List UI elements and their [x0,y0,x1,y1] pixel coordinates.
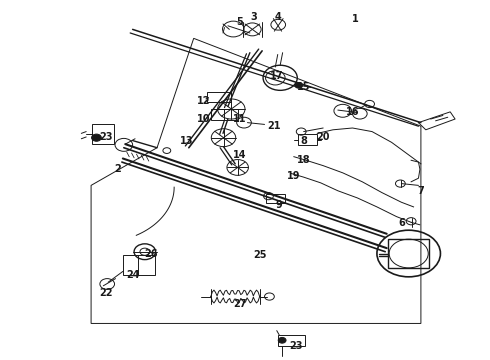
Text: 11: 11 [233,114,247,124]
Text: 9: 9 [276,200,283,210]
Bar [211,109,238,120]
Text: 27: 27 [233,299,247,309]
Text: 16: 16 [346,107,359,117]
Text: 10: 10 [196,114,210,124]
Circle shape [92,134,101,141]
Text: 3: 3 [250,12,257,22]
Bar [298,134,318,145]
Text: 23: 23 [99,132,113,142]
Bar [266,194,285,203]
Text: 6: 6 [398,218,405,228]
Text: 7: 7 [417,186,424,196]
Text: 1: 1 [351,14,358,24]
Text: 21: 21 [268,121,281,131]
Bar [123,255,155,275]
Text: 19: 19 [287,171,300,181]
Text: 23: 23 [290,341,303,351]
Text: 26: 26 [145,248,158,258]
Circle shape [278,337,286,343]
Text: 18: 18 [297,155,311,165]
Text: 4: 4 [274,12,281,22]
Text: 25: 25 [253,250,267,260]
Text: 13: 13 [180,136,193,145]
Text: 2: 2 [115,164,122,174]
Text: 12: 12 [196,96,210,106]
Bar [92,125,114,144]
Bar [388,239,429,268]
Text: 17: 17 [270,71,284,81]
Text: 14: 14 [233,150,247,160]
Bar [278,335,305,346]
Text: 20: 20 [317,132,330,142]
Text: 15: 15 [297,82,310,92]
Text: 22: 22 [99,288,113,298]
Circle shape [295,82,303,88]
Text: 24: 24 [126,270,139,280]
Text: 8: 8 [300,136,307,145]
Text: 5: 5 [237,17,244,27]
Bar [207,92,231,102]
